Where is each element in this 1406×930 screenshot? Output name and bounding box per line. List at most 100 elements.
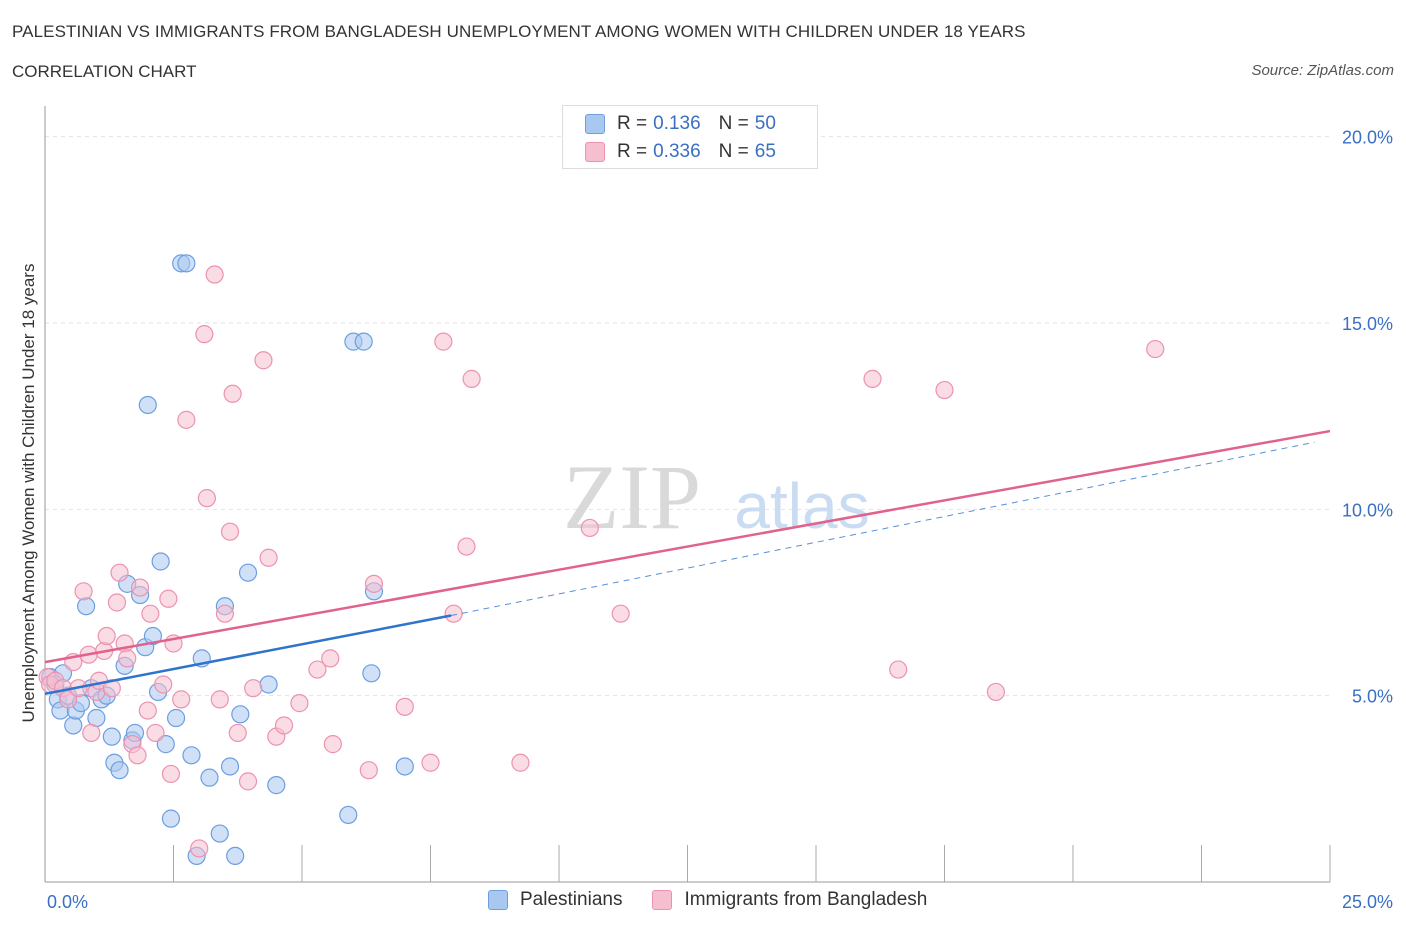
palestinian-point [210, 824, 229, 843]
palestinian-point [395, 757, 414, 776]
bangladesh-point [177, 410, 196, 429]
watermark-atlas: atlas [734, 470, 869, 542]
palestinian-point [138, 395, 157, 415]
bangladesh-point [82, 723, 101, 743]
bangladesh-point [986, 682, 1006, 702]
bangladesh-point [228, 723, 247, 743]
bangladesh-point [308, 660, 327, 679]
stats-legend: R = 0.136 N = 50 R = 0.336 N = 65 [562, 105, 818, 169]
legend-r-value: 0.336 [653, 141, 701, 162]
legend-n-label: N = [718, 141, 749, 162]
y-tick-label: 10.0% [1342, 500, 1393, 520]
points-layer [38, 254, 1165, 866]
legend-r-value: 0.136 [653, 113, 701, 134]
bangladesh-point [863, 369, 882, 388]
bangladesh-point [197, 489, 217, 508]
bangladesh-point [580, 518, 599, 538]
x-tick-label: 25.0% [1342, 892, 1393, 912]
y-tick-label: 20.0% [1342, 128, 1393, 148]
source-label: Source: ZipAtlas.com [1251, 62, 1394, 79]
bangladesh-point [462, 369, 481, 388]
legend-swatch-palestinians [585, 114, 605, 134]
palestinian-point [77, 597, 96, 616]
palestinian-point [362, 664, 381, 683]
bangladesh-point [205, 265, 224, 284]
bangladesh-point [210, 690, 229, 709]
bangladesh-point [110, 563, 129, 582]
bangladesh-point [128, 746, 147, 765]
palestinian-point [156, 735, 175, 754]
bangladesh-point [74, 582, 93, 601]
series-legend-bangladesh[interactable]: Immigrants from Bangladesh [652, 889, 927, 911]
bangladesh-point [254, 351, 273, 370]
palestinian-point [238, 563, 258, 582]
bangladesh-point [215, 604, 234, 623]
palestinian-point [231, 705, 250, 724]
bangladesh-point [274, 716, 294, 735]
palestinian-point [339, 805, 358, 825]
palestinian-point [200, 768, 219, 787]
axis-layer [44, 106, 1331, 883]
bangladesh-point [321, 649, 340, 668]
bangladesh-point [359, 761, 378, 780]
legend-r-label: R = [617, 113, 648, 134]
palestinian-point [102, 727, 121, 746]
bangladesh-point [434, 332, 453, 351]
chart-title: PALESTINIAN VS IMMIGRANTS FROM BANGLADES… [12, 22, 1026, 41]
legend-row-palestinians: R = 0.136 N = 50 [585, 112, 776, 136]
bangladesh-point [130, 578, 150, 597]
bangladesh-point [238, 772, 258, 791]
palestinians-trend-line [44, 614, 452, 696]
bangladesh-point [118, 649, 137, 668]
bangladesh-point [511, 753, 530, 772]
legend-n-value: 50 [754, 113, 776, 134]
palestinian-point [143, 626, 163, 646]
palestinian-point [220, 757, 240, 776]
label-layer: 5.0% 10.0% 15.0% 20.0% 0.0% 25.0% [47, 128, 1393, 912]
bangladesh-point [172, 690, 191, 709]
y-tick-label: 15.0% [1342, 314, 1393, 334]
trend-layer [44, 429, 1331, 696]
bangladesh-trend-line [44, 429, 1331, 664]
palestinian-point [64, 716, 83, 735]
series-label-palestinians: Palestinians [520, 889, 623, 910]
bangladesh-point [1146, 339, 1165, 359]
legend-r-label: R = [617, 141, 648, 162]
bangladesh-point [195, 325, 214, 344]
bangladesh-point [190, 839, 209, 858]
bangladesh-point [161, 764, 181, 784]
palestinian-point [354, 332, 373, 351]
bangladesh-point [220, 522, 240, 541]
series-swatch-palestinians [488, 890, 508, 910]
watermark: ZIP atlas [563, 446, 870, 548]
bangladesh-point [154, 675, 173, 694]
bangladesh-point [611, 604, 630, 623]
series-swatch-bangladesh [652, 890, 673, 910]
bangladesh-point [107, 593, 127, 612]
bangladesh-point [97, 626, 116, 646]
palestinian-point [166, 708, 186, 728]
bangladesh-point [935, 380, 954, 400]
palestinian-point [259, 675, 278, 694]
palestinian-point [110, 761, 129, 780]
bangladesh-point [244, 679, 263, 698]
palestinian-point [177, 254, 196, 273]
y-axis-label: Unemployment Among Women with Children U… [19, 264, 38, 723]
palestinian-point [151, 552, 170, 571]
palestinian-point [226, 846, 245, 866]
bangladesh-point [138, 701, 157, 720]
palestinian-point [182, 746, 201, 765]
bangladesh-point [159, 589, 178, 608]
bangladesh-point [59, 690, 78, 709]
bangladesh-point [323, 735, 342, 754]
bangladesh-point [146, 723, 165, 743]
palestinian-point [161, 809, 181, 828]
bangladesh-point [259, 548, 278, 567]
legend-swatch-bangladesh [585, 142, 605, 162]
series-legend-palestinians[interactable]: Palestinians [488, 889, 622, 911]
palestinian-point [267, 776, 286, 795]
legend-row-bangladesh: R = 0.336 N = 65 [585, 140, 776, 164]
bangladesh-point [290, 694, 309, 713]
bangladesh-point [421, 753, 440, 772]
